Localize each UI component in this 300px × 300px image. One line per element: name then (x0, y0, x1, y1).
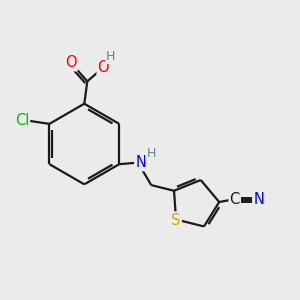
Text: C: C (230, 192, 240, 207)
Text: O: O (98, 60, 109, 75)
Text: H: H (146, 147, 156, 160)
Text: N: N (135, 155, 146, 170)
Text: N: N (253, 192, 264, 207)
Text: O: O (65, 55, 77, 70)
Text: Cl: Cl (15, 113, 29, 128)
Text: S: S (171, 213, 181, 228)
Text: H: H (106, 50, 116, 63)
